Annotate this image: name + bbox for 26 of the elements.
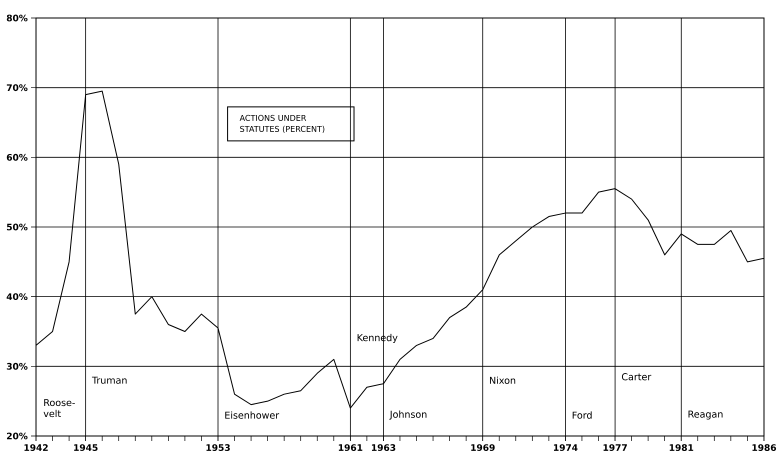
x-tick-label: 1942 [24,444,48,451]
y-tick-label: 20% [6,432,28,440]
y-tick-label: 40% [6,293,28,300]
ref-line-label: Ford [572,411,592,419]
ref-line-label: Eisenhower [225,411,280,419]
y-tick-label: 80% [6,14,28,22]
x-tick-label: 1977 [604,444,627,451]
ref-line-label: Nixon [490,376,516,384]
x-tick-label: 1953 [206,444,230,451]
x-tick-label: 1974 [554,444,578,451]
x-tick-label: 1969 [471,444,495,451]
y-tick-label: 50% [6,224,28,230]
ref-line-label: Reagan [688,410,723,420]
ref-line-label: Truman [92,376,127,384]
ref-line-label: Carter [622,373,652,380]
y-tick-label: 70% [6,84,28,92]
y-tick-label: 60% [6,154,28,161]
x-tick-label: 1986 [752,444,776,451]
y-tick-label: 30% [6,362,28,370]
annotation: ACTIONS UNDER STATUTES (PERCENT) [240,114,324,133]
x-tick-label: 1981 [670,444,694,451]
ref-line-label: Johnson [389,410,426,420]
x-tick-label: 1961 [338,444,362,451]
x-tick-label: 1945 [74,444,98,451]
annotation: Roose-velt [44,399,75,418]
x-tick-label: 1963 [372,444,396,451]
